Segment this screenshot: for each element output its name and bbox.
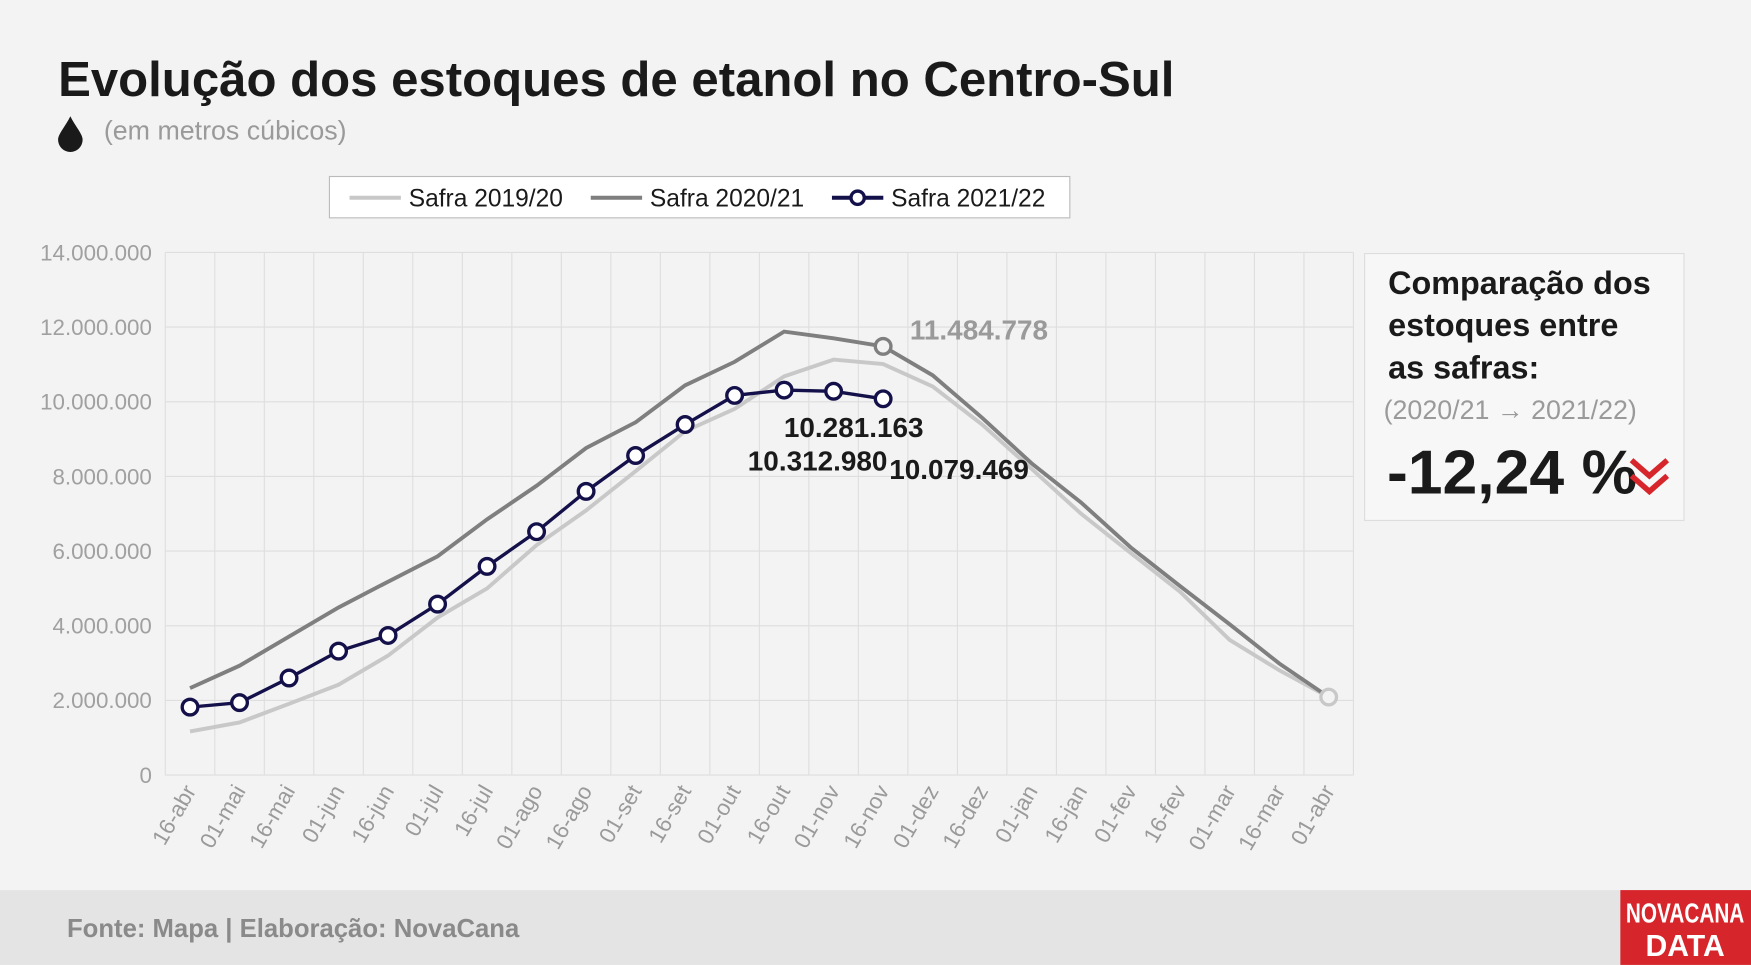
side-title: estoques entre <box>1388 307 1618 343</box>
footer-band <box>0 890 1751 965</box>
logo-text: NOVACANA <box>1626 897 1744 928</box>
point-marker <box>774 380 794 400</box>
side-title: as safras: <box>1388 350 1539 386</box>
side-period: (2020/21 → 2021/22) <box>1384 395 1637 425</box>
point-marker <box>180 697 200 717</box>
footer-source: Fonte: Mapa | Elaboração: NovaCana <box>67 915 520 943</box>
y-tick-label: 12.000.000 <box>40 315 152 340</box>
point-marker <box>725 385 745 405</box>
point-marker <box>1319 687 1339 707</box>
point-marker <box>527 522 547 542</box>
series-line <box>189 329 1330 699</box>
point-marker <box>428 594 448 614</box>
point-marker <box>873 389 893 409</box>
data-label: 10.281.163 <box>784 412 924 443</box>
y-tick-label: 4.000.000 <box>53 614 152 639</box>
point-marker <box>626 446 646 466</box>
point-marker <box>477 556 497 576</box>
y-tick-label: 0 <box>139 763 151 788</box>
point-marker <box>576 481 596 501</box>
legend-marker <box>849 189 867 207</box>
chart-title: Evolução dos estoques de etanol no Centr… <box>58 53 1174 107</box>
side-panel <box>1364 253 1685 522</box>
y-tick-label: 14.000.000 <box>40 240 152 265</box>
point-marker <box>378 625 398 645</box>
point-marker <box>675 415 695 435</box>
side-change: -12,24 % <box>1387 438 1637 508</box>
data-label: 10.079.469 <box>889 454 1029 485</box>
point-marker <box>824 381 844 401</box>
side-title: Comparação dos <box>1388 265 1651 301</box>
y-tick-label: 10.000.000 <box>40 390 152 415</box>
y-tick-label: 8.000.000 <box>53 464 152 489</box>
y-tick-label: 6.000.000 <box>53 539 152 564</box>
data-label: 11.484.778 <box>910 315 1048 346</box>
y-tick-label: 2.000.000 <box>53 688 152 713</box>
point-marker <box>279 668 299 688</box>
data-label: 10.312.980 <box>748 445 888 476</box>
drop-icon <box>58 116 83 152</box>
point-marker <box>230 693 250 713</box>
legend-box <box>328 175 1071 219</box>
point-marker <box>329 641 349 661</box>
logo-text: DATA <box>1645 930 1724 963</box>
legend-label: Safra 2021/22 <box>891 186 1045 213</box>
legend-label: Safra 2019/20 <box>409 186 563 213</box>
legend-label: Safra 2020/21 <box>650 186 804 213</box>
logo <box>1620 890 1751 965</box>
down-arrow-icon <box>1629 458 1670 496</box>
point-marker <box>873 336 893 356</box>
chart-subtitle: (em metros cúbicos) <box>104 116 347 146</box>
